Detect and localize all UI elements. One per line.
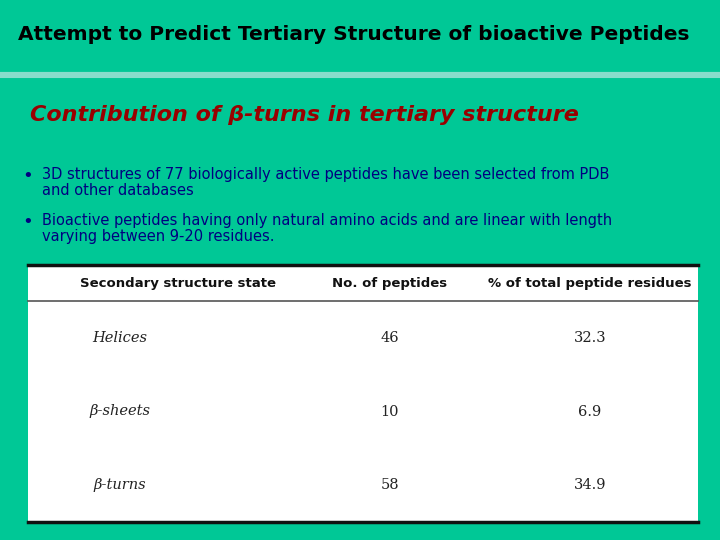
Text: Helices: Helices [92, 331, 148, 345]
Text: 32.3: 32.3 [574, 331, 606, 345]
Text: β-turns: β-turns [94, 478, 146, 492]
FancyBboxPatch shape [0, 0, 720, 70]
Text: Attempt to Predict Tertiary Structure of bioactive Peptides: Attempt to Predict Tertiary Structure of… [18, 25, 690, 44]
Text: varying between 9-20 residues.: varying between 9-20 residues. [42, 229, 274, 244]
Text: and other databases: and other databases [42, 183, 194, 198]
Text: •: • [22, 167, 32, 185]
Text: Bioactive peptides having only natural amino acids and are linear with length: Bioactive peptides having only natural a… [42, 213, 612, 228]
Text: 58: 58 [381, 478, 400, 492]
Text: •: • [22, 213, 32, 231]
Text: Contribution of β-turns in tertiary structure: Contribution of β-turns in tertiary stru… [30, 105, 579, 125]
Text: No. of peptides: No. of peptides [333, 276, 448, 289]
Text: 34.9: 34.9 [574, 478, 606, 492]
Text: % of total peptide residues: % of total peptide residues [488, 276, 692, 289]
Text: 6.9: 6.9 [578, 404, 602, 418]
Text: β-sheets: β-sheets [89, 404, 150, 418]
Text: 46: 46 [381, 331, 400, 345]
Text: 3D structures of 77 biologically active peptides have been selected from PDB: 3D structures of 77 biologically active … [42, 167, 609, 182]
Text: 10: 10 [381, 404, 400, 418]
FancyBboxPatch shape [28, 265, 698, 522]
Text: Secondary structure state: Secondary structure state [80, 276, 276, 289]
